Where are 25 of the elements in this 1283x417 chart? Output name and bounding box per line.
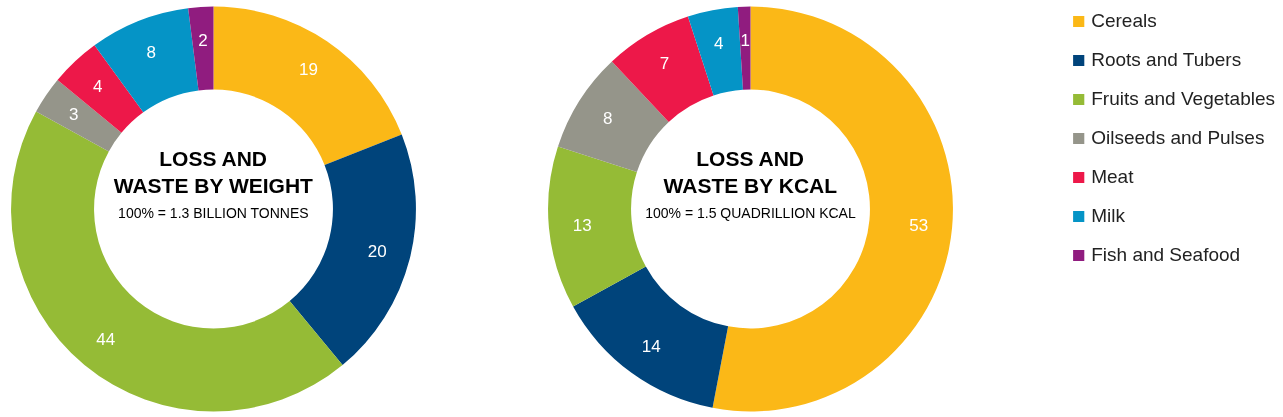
text: 100% = 1.5 QUADRILLION KCAL xyxy=(645,204,856,221)
legend-label: Oilseeds and Pulses xyxy=(1091,127,1265,149)
data-label: 3 xyxy=(68,104,79,124)
data-label: 20 xyxy=(367,242,387,262)
data-label: 8 xyxy=(603,109,613,129)
text: LOSS AND WASTE BY KCAL xyxy=(663,147,838,197)
text: LOSS AND WASTE BY WEIGHT xyxy=(113,147,314,197)
data-label: 2 xyxy=(198,31,208,51)
data-label: 7 xyxy=(659,54,670,74)
legend-label: Fruits and Vegetables xyxy=(1091,88,1275,110)
text: 100% = 1.3 BILLION TONNES xyxy=(118,204,309,221)
data-label: 1 xyxy=(740,31,750,51)
data-label: 4 xyxy=(714,33,724,53)
data-label: 14 xyxy=(641,336,661,356)
data-label: 53 xyxy=(909,215,929,235)
data-label: 8 xyxy=(146,42,157,62)
legend-label: Meat xyxy=(1091,166,1134,188)
data-label: 13 xyxy=(572,215,592,235)
legend-label: Milk xyxy=(1091,205,1125,227)
data-label: 44 xyxy=(96,330,116,350)
legend-label: Fish and Seafood xyxy=(1091,244,1241,266)
data-label: 19 xyxy=(299,60,318,80)
legend-label: Roots and Tubers xyxy=(1091,49,1242,71)
data-label: 4 xyxy=(93,76,103,96)
legend-label: Cereals xyxy=(1091,10,1157,32)
